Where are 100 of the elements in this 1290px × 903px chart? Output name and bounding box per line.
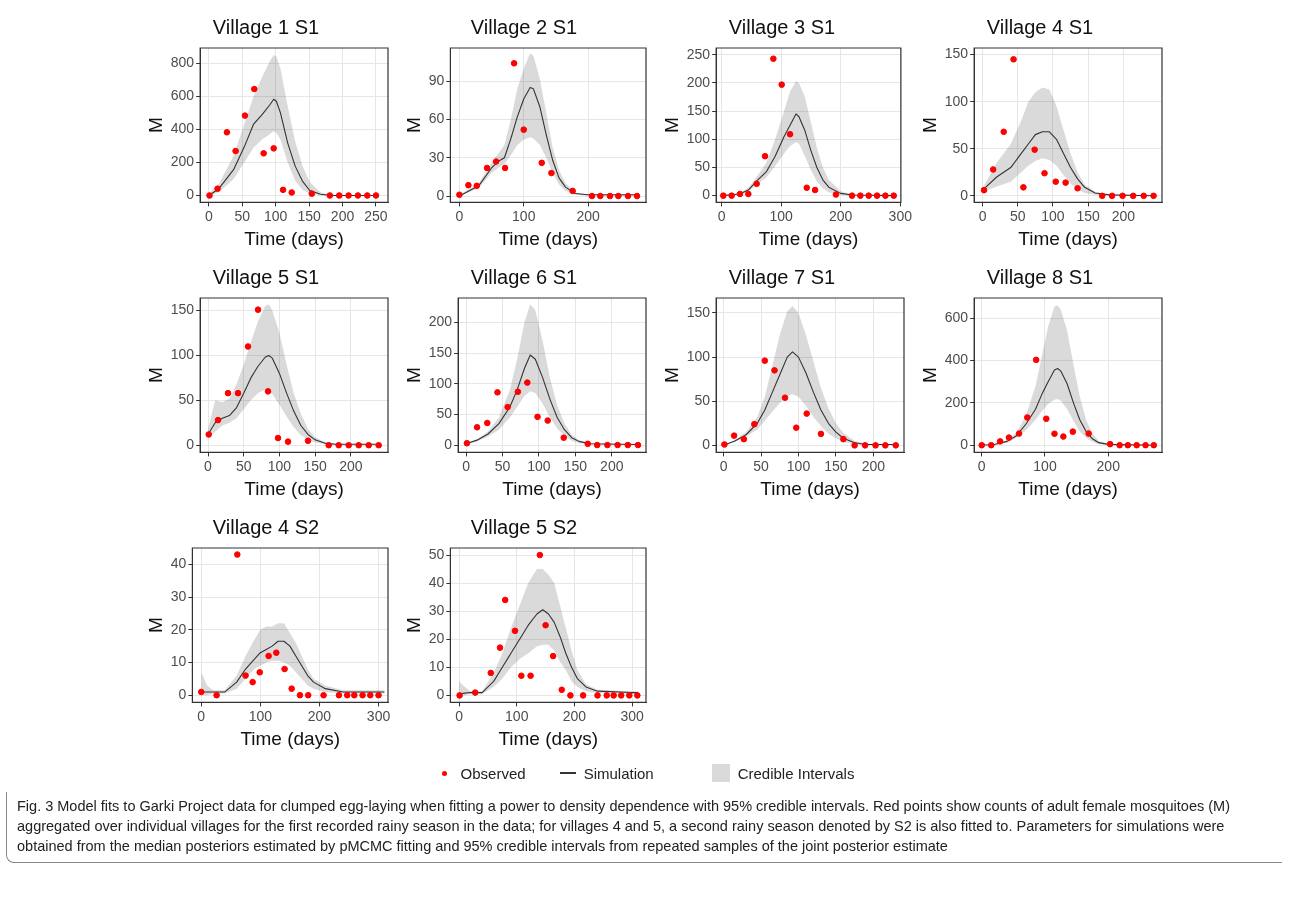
- x-tick-label: 200: [339, 457, 363, 474]
- y-tick-label: 400: [944, 351, 969, 368]
- x-tick-label: 100: [512, 207, 536, 224]
- y-tick-label: 0: [444, 435, 453, 452]
- y-tick-label: 10: [170, 653, 187, 670]
- x-tick-label: 300: [366, 707, 391, 724]
- x-tick-label: 150: [1076, 207, 1101, 224]
- x-tick-label: 200: [307, 707, 332, 724]
- x-axis-title: Time (days): [1018, 477, 1118, 499]
- chart-title: Village 5 S2: [470, 515, 578, 538]
- chart-title: Village 5 S1: [212, 265, 320, 288]
- x-tick-label: 200: [562, 707, 587, 724]
- y-tick-label: 250: [686, 45, 711, 62]
- y-tick-label: 50: [952, 139, 969, 156]
- chart-title: Village 7 S1: [728, 265, 836, 288]
- x-tick-label: 0: [455, 707, 464, 724]
- x-axis-title: Time (days): [498, 227, 598, 249]
- x-tick-label: 100: [505, 707, 529, 724]
- y-tick-label: 50: [436, 405, 453, 422]
- chart-title: Village 6 S1: [470, 265, 578, 288]
- x-tick-label: 0: [455, 207, 464, 224]
- y-tick-label: 200: [170, 153, 195, 170]
- y-tick-label: 60: [428, 110, 445, 127]
- y-tick-label: 10: [428, 658, 445, 675]
- y-axis-title: M: [660, 367, 682, 384]
- x-tick-label: 50: [494, 457, 511, 474]
- chart-title: Village 2 S1: [470, 15, 578, 38]
- text: Credible Intervals: [737, 764, 855, 782]
- y-axis-title: M: [402, 617, 424, 634]
- x-tick-label: 0: [204, 207, 213, 224]
- y-tick-label: 50: [428, 545, 445, 562]
- caption: Fig. 3 Model fits to Garki Project data for clumped egg-laying when fitting a power to density dependence with 95% credible intervals. Red points show counts of adult female mosquitoes (M) aggregated over individual villages for the first recorded rainy season in the data; for villages 4 and 5, a second rainy season denoted by S2 is also fitted to. Parameters for simulations were obtained from the median posteriors estimated by pMCMC fitting and 95% credible intervals from repeated samples of the joint posterior estimate: [17, 797, 1231, 856]
- y-tick-label: 0: [436, 686, 445, 703]
- y-tick-label: 50: [694, 392, 711, 409]
- y-tick-label: 0: [178, 686, 187, 703]
- y-axis-title: M: [918, 367, 940, 384]
- y-tick-label: 50: [694, 158, 711, 175]
- x-tick-label: 50: [753, 457, 770, 474]
- y-tick-label: 0: [436, 186, 445, 203]
- x-tick-label: 50: [235, 457, 252, 474]
- x-tick-label: 300: [888, 207, 913, 224]
- x-tick-label: 100: [1033, 457, 1057, 474]
- y-tick-label: 20: [428, 630, 445, 647]
- x-tick-label: 100: [264, 207, 288, 224]
- x-tick-label: 200: [829, 207, 853, 224]
- x-tick-label: 200: [330, 207, 355, 224]
- x-axis-title: Time (days): [502, 477, 602, 499]
- x-axis-title: Time (days): [760, 477, 860, 499]
- y-tick-label: 40: [428, 573, 445, 590]
- y-tick-label: 150: [686, 101, 711, 118]
- y-tick-label: 200: [686, 73, 711, 90]
- x-tick-label: 100: [769, 207, 793, 224]
- y-axis-title: M: [144, 117, 166, 134]
- y-axis-title: M: [918, 117, 940, 134]
- y-tick-label: 0: [186, 436, 195, 453]
- x-axis-title: Time (days): [244, 477, 344, 499]
- x-tick-label: 150: [303, 457, 328, 474]
- x-tick-label: 100: [786, 457, 811, 474]
- x-tick-label: 200: [576, 207, 600, 224]
- x-tick-label: 0: [978, 207, 987, 224]
- y-axis-title: M: [144, 617, 166, 634]
- y-tick-label: 150: [686, 303, 711, 320]
- y-axis-title: M: [402, 367, 424, 384]
- x-axis-title: Time (days): [1018, 227, 1118, 249]
- y-tick-label: 0: [702, 186, 711, 203]
- y-tick-label: 0: [960, 436, 969, 453]
- y-tick-label: 100: [428, 374, 453, 391]
- y-tick-label: 20: [170, 620, 187, 637]
- y-tick-label: 100: [686, 347, 711, 364]
- x-tick-label: 100: [527, 457, 551, 474]
- y-tick-label: 150: [944, 45, 969, 62]
- legend-label: Simulation: [583, 764, 654, 782]
- x-tick-label: 200: [1111, 207, 1136, 224]
- y-tick-label: 100: [686, 130, 711, 147]
- x-tick-label: 0: [719, 457, 728, 474]
- x-tick-label: 150: [824, 457, 848, 474]
- chart-title: Village 1 S1: [212, 15, 320, 38]
- x-tick-label: 250: [364, 207, 388, 224]
- x-tick-label: 0: [197, 707, 206, 724]
- chart-title: Village 4 S2: [212, 515, 320, 538]
- y-tick-label: 0: [960, 186, 969, 203]
- y-tick-label: 600: [944, 308, 969, 325]
- x-axis-title: Time (days): [244, 227, 344, 249]
- x-tick-label: 0: [462, 457, 471, 474]
- y-tick-label: 0: [702, 436, 711, 453]
- x-tick-label: 100: [248, 707, 273, 724]
- y-tick-label: 40: [170, 555, 187, 572]
- y-axis-title: M: [402, 117, 424, 134]
- x-tick-label: 0: [977, 457, 986, 474]
- x-tick-label: 50: [234, 207, 251, 224]
- y-tick-label: 30: [428, 602, 445, 619]
- legend-label: Observed: [460, 764, 526, 782]
- y-tick-label: 400: [170, 120, 195, 137]
- y-tick-label: 100: [170, 346, 195, 363]
- x-tick-label: 150: [297, 207, 322, 224]
- chart-title: Village 3 S1: [728, 15, 836, 38]
- x-tick-label: 150: [563, 457, 588, 474]
- x-tick-label: 0: [204, 457, 213, 474]
- x-axis-title: Time (days): [240, 727, 340, 749]
- y-axis-title: M: [660, 117, 682, 134]
